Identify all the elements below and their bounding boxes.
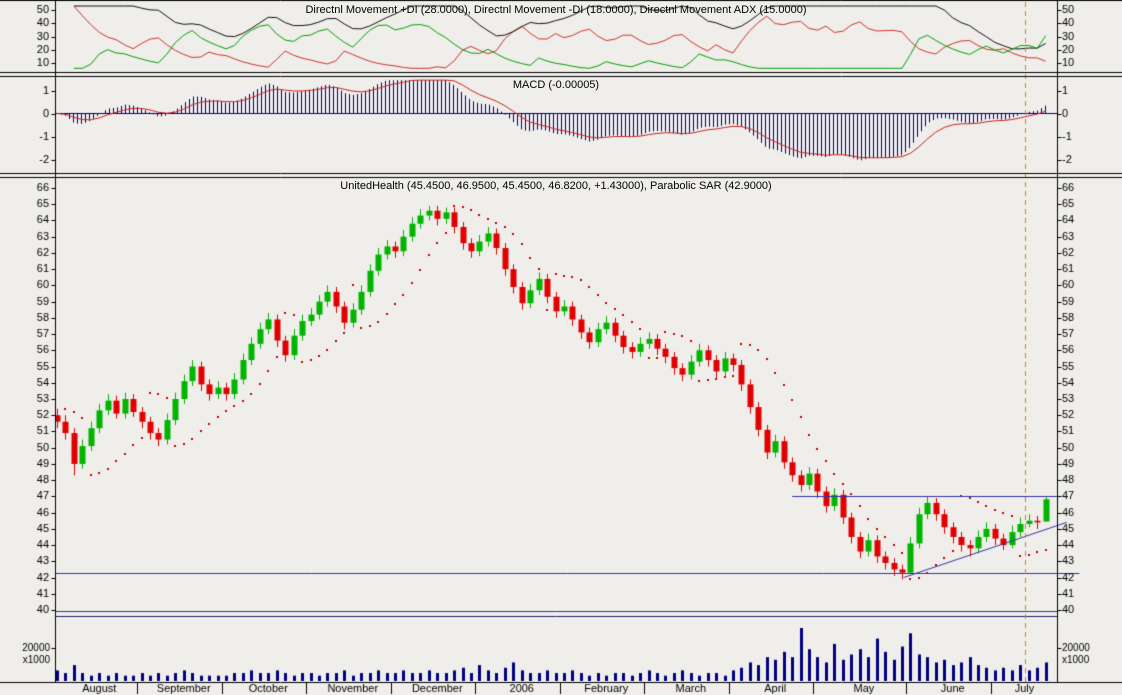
chart-canvas[interactable] [0,0,1122,695]
stock-chart-window: Directnl Movement +DI (28.0000), Directn… [0,0,1122,695]
